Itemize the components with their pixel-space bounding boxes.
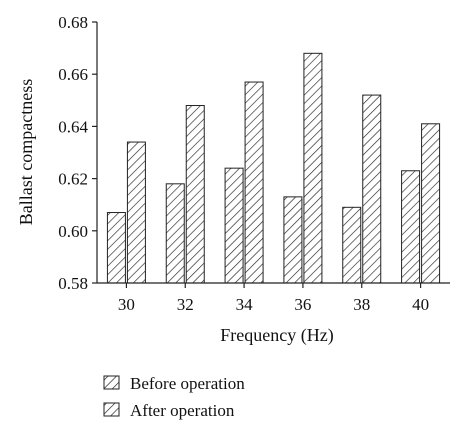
- x-tick-label: 30: [118, 295, 135, 314]
- y-axis-ticks: 0.58 0.60 0.62 0.64 0.66 0.68: [58, 13, 97, 293]
- y-tick-label: 0.60: [58, 222, 88, 241]
- legend-swatch-before: [103, 375, 120, 390]
- bar-before-operation-38: [342, 206, 362, 284]
- y-tick-label: 0.68: [58, 13, 88, 32]
- y-tick-label: 0.66: [58, 65, 88, 84]
- legend-swatch-after: [103, 402, 120, 417]
- y-tick-label: 0.58: [58, 274, 88, 293]
- legend-label-after: After operation: [130, 401, 235, 420]
- x-tick-label: 32: [177, 295, 194, 314]
- bar-before-operation-30: [106, 212, 126, 284]
- y-tick-label: 0.62: [58, 170, 88, 189]
- legend-label-before: Before operation: [130, 374, 245, 393]
- bar-before-operation-32: [165, 183, 185, 284]
- x-tick-label: 36: [294, 295, 311, 314]
- x-tick-label: 40: [412, 295, 429, 314]
- x-axis-ticks: 30 32 34 36 38 40: [118, 283, 429, 314]
- bar-after-operation-40: [421, 123, 441, 284]
- bar-before-operation-40: [401, 170, 421, 284]
- bar-after-operation-32: [185, 105, 205, 284]
- bar-after-operation-38: [362, 94, 382, 284]
- x-axis-title: Frequency (Hz): [220, 325, 333, 346]
- bar-after-operation-36: [303, 52, 323, 284]
- bar-before-operation-36: [283, 196, 303, 284]
- legend: Before operation After operation: [103, 374, 245, 420]
- bar-before-operation-34: [224, 167, 244, 284]
- bar-after-operation-34: [244, 81, 264, 284]
- bars-group: [106, 52, 441, 284]
- x-tick-label: 38: [353, 295, 370, 314]
- y-axis-title: Ballast compactness: [16, 79, 36, 225]
- bar-after-operation-30: [126, 141, 146, 284]
- y-tick-label: 0.64: [58, 117, 88, 136]
- x-tick-label: 34: [236, 295, 254, 314]
